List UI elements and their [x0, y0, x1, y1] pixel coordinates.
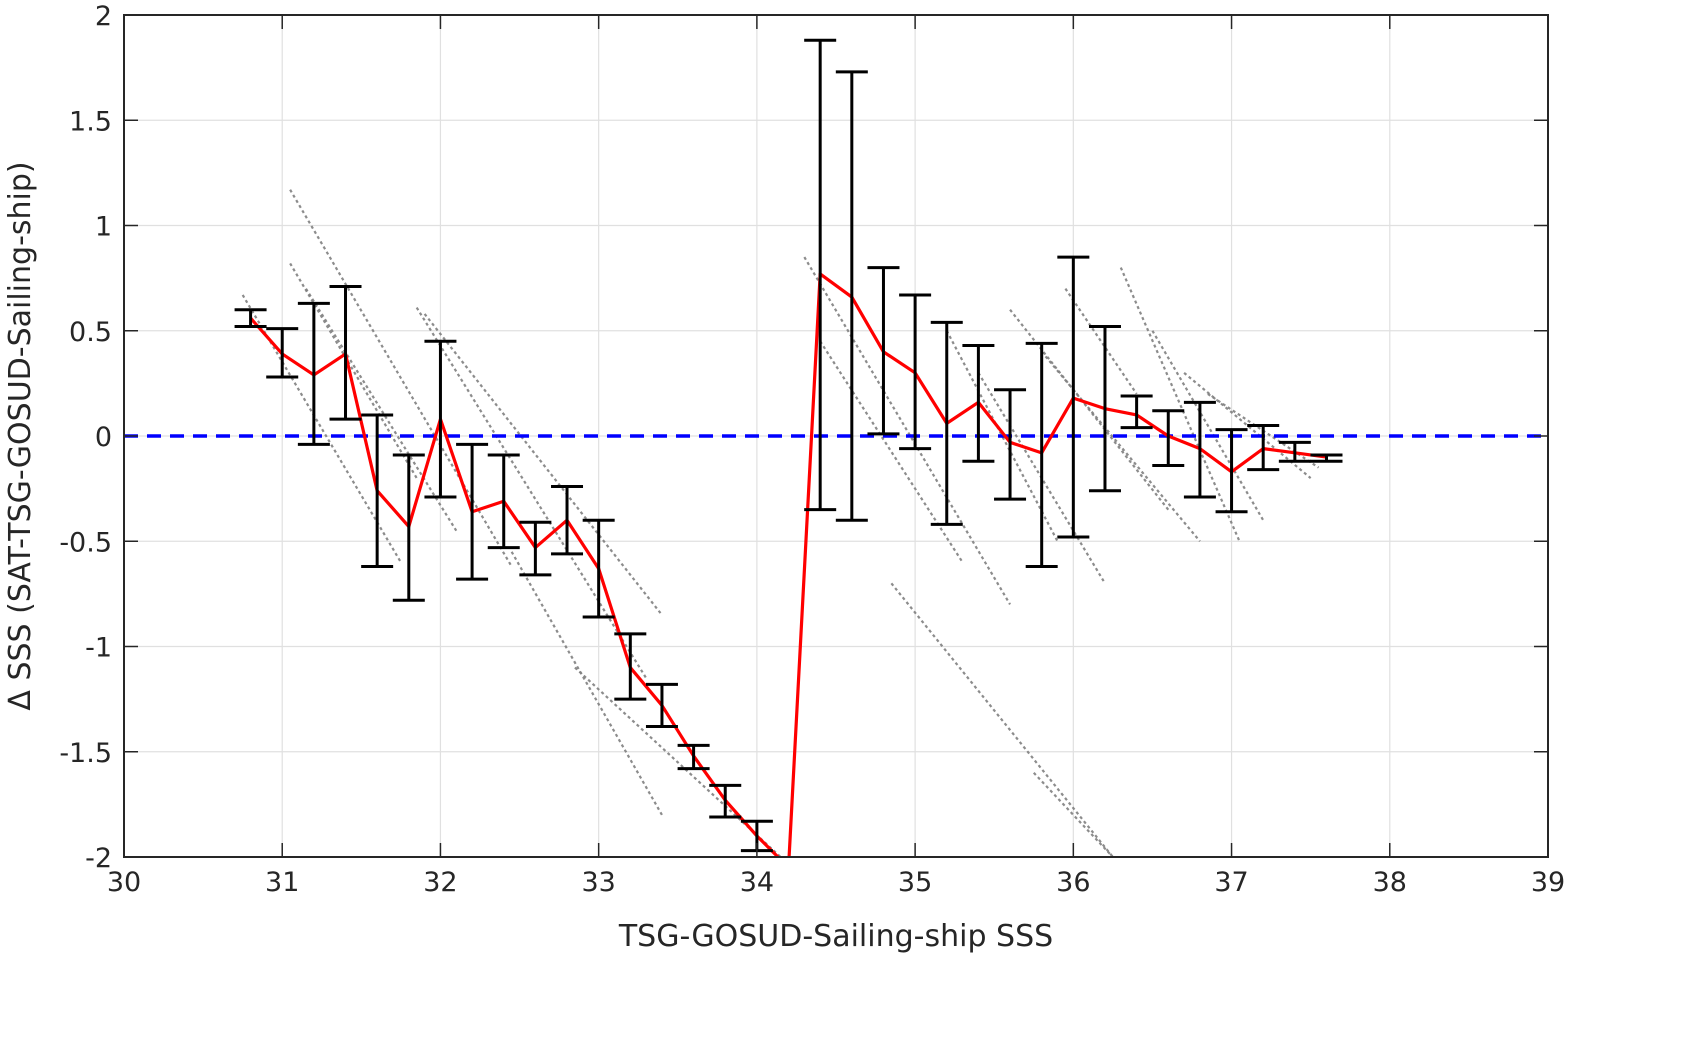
x-tick-label: 32 [423, 867, 457, 898]
error-bar [519, 520, 552, 577]
error-bar [234, 308, 267, 329]
error-bar [677, 743, 710, 771]
scatter-track [1151, 330, 1265, 521]
error-bar [804, 38, 837, 512]
y-axis-label: Δ SSS (SAT-TSG-GOSUD-Sailing-ship) [3, 161, 38, 710]
error-bar [582, 518, 615, 619]
error-bar [487, 453, 520, 550]
x-tick-label: 37 [1214, 867, 1248, 898]
scatter-track [890, 582, 1114, 857]
x-axis-label: TSG-GOSUD-Sailing-ship SSS [618, 919, 1053, 954]
scatter-track [241, 294, 402, 563]
x-tick-label: 35 [898, 867, 932, 898]
scatter-track [803, 256, 1011, 605]
error-bar [867, 266, 900, 436]
error-bar [361, 413, 394, 569]
error-bar [1215, 428, 1248, 514]
scatter-track [510, 551, 663, 816]
error-bar [266, 327, 299, 379]
y-tick-label: 1 [95, 212, 112, 243]
scatter-tracks [241, 189, 1320, 857]
error-bar [551, 485, 584, 556]
x-tick-label: 39 [1531, 867, 1565, 898]
error-bar [835, 70, 868, 522]
scatter-track [423, 313, 663, 616]
error-bar [1183, 400, 1216, 499]
error-bar [1310, 453, 1343, 463]
scatter-track [574, 666, 782, 857]
y-tick-label: 1.5 [69, 106, 112, 137]
y-tick-labels: -2 -1.5 -1 -0.5 0 0.5 1 1.5 2 [59, 1, 112, 874]
error-bar [424, 339, 457, 499]
binned-mean-line [249, 272, 1327, 857]
error-bar [329, 285, 362, 421]
error-bar [1025, 341, 1058, 569]
axis-ticks [123, 14, 1549, 858]
error-bar [899, 293, 932, 451]
error-bar [994, 388, 1027, 501]
scatter-track [819, 340, 964, 563]
error-bar [297, 301, 330, 446]
error-bar [614, 632, 647, 701]
y-tick-label: 0.5 [69, 317, 112, 348]
x-tick-label: 38 [1373, 867, 1407, 898]
error-bar [709, 783, 742, 819]
scatter-track [1032, 772, 1114, 857]
y-tick-label: -0.5 [59, 527, 112, 558]
error-bar [930, 320, 963, 526]
y-tick-label: 0 [95, 422, 112, 453]
mean-series-line [249, 272, 1327, 857]
y-tick-label: -2 [85, 843, 112, 874]
scatter-track [1040, 351, 1201, 542]
error-bars [234, 38, 1343, 853]
scatter-track [1119, 267, 1241, 542]
error-bar [1120, 394, 1153, 430]
error-bar [1278, 440, 1311, 463]
y-tick-label: 2 [95, 1, 112, 32]
scatter-track [289, 189, 513, 568]
error-bar [456, 442, 489, 581]
error-bar [392, 453, 425, 602]
x-tick-label: 33 [581, 867, 615, 898]
scatter-track [945, 330, 1059, 542]
x-tick-label: 34 [740, 867, 774, 898]
y-tick-label: -1.5 [59, 738, 112, 769]
y-tick-label: -1 [85, 633, 112, 664]
error-bar [645, 682, 678, 728]
scatter-track [415, 307, 648, 679]
x-tick-label: 31 [265, 867, 299, 898]
x-tick-label: 30 [107, 867, 141, 898]
x-tick-label: 36 [1056, 867, 1090, 898]
error-bar [1152, 409, 1185, 467]
error-bar [1247, 423, 1280, 472]
error-bar [1057, 255, 1090, 539]
error-bar [962, 343, 995, 463]
x-tick-labels: 30 31 32 33 34 35 36 37 38 39 [107, 867, 1565, 898]
error-bar [1088, 325, 1121, 493]
